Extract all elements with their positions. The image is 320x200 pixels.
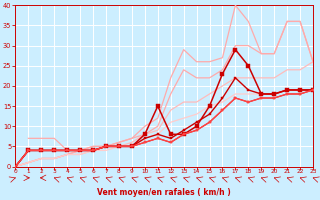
X-axis label: Vent moyen/en rafales ( km/h ): Vent moyen/en rafales ( km/h ) (97, 188, 231, 197)
